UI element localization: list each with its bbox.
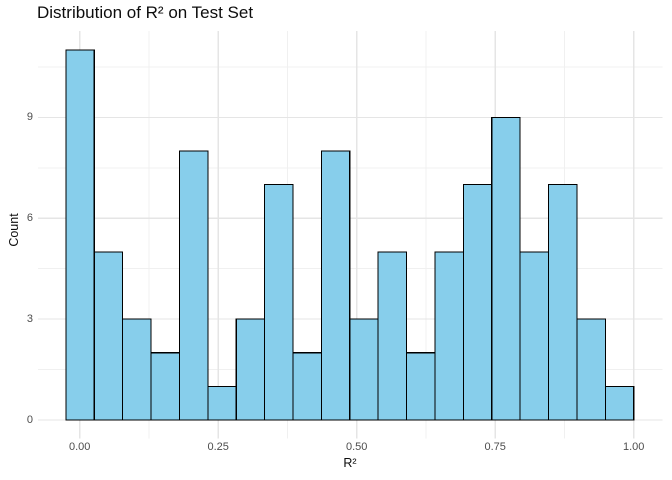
histogram-bar [434, 251, 464, 421]
histogram-bar [207, 385, 237, 421]
histogram-bar [491, 116, 521, 421]
histogram-bar [235, 318, 266, 421]
histogram-bar [292, 352, 322, 421]
histogram-bar [406, 352, 436, 421]
x-tick-label: 0.50 [345, 441, 368, 453]
x-tick-label: 0.75 [484, 441, 506, 453]
histogram-bar [377, 251, 408, 421]
plot-title: Distribution of R² on Test Set [37, 3, 254, 22]
histogram-bar [604, 385, 635, 421]
histogram-bar [519, 251, 550, 421]
y-axis-title: Count [7, 213, 21, 247]
y-tick-label: 6 [26, 211, 33, 224]
histogram-bar [122, 318, 152, 421]
histogram-bar [547, 184, 578, 421]
histogram-bar [320, 150, 351, 421]
histogram-bar [93, 251, 124, 421]
y-tick-label: 3 [26, 312, 33, 325]
x-tick-label: 0.00 [68, 441, 91, 453]
histogram-bar [65, 49, 95, 421]
histogram-bar [264, 184, 294, 421]
x-axis-title: R² [343, 456, 357, 470]
histogram-bar [150, 352, 180, 421]
y-tick-label: 0 [26, 413, 33, 426]
histogram-bar [462, 184, 493, 421]
x-tick-label: 1.00 [622, 441, 645, 453]
x-tick-label: 0.25 [207, 441, 229, 453]
histogram-bar [349, 318, 379, 421]
histogram-bar [178, 150, 209, 421]
y-tick-label: 9 [26, 110, 33, 123]
histogram-bar [576, 318, 606, 421]
